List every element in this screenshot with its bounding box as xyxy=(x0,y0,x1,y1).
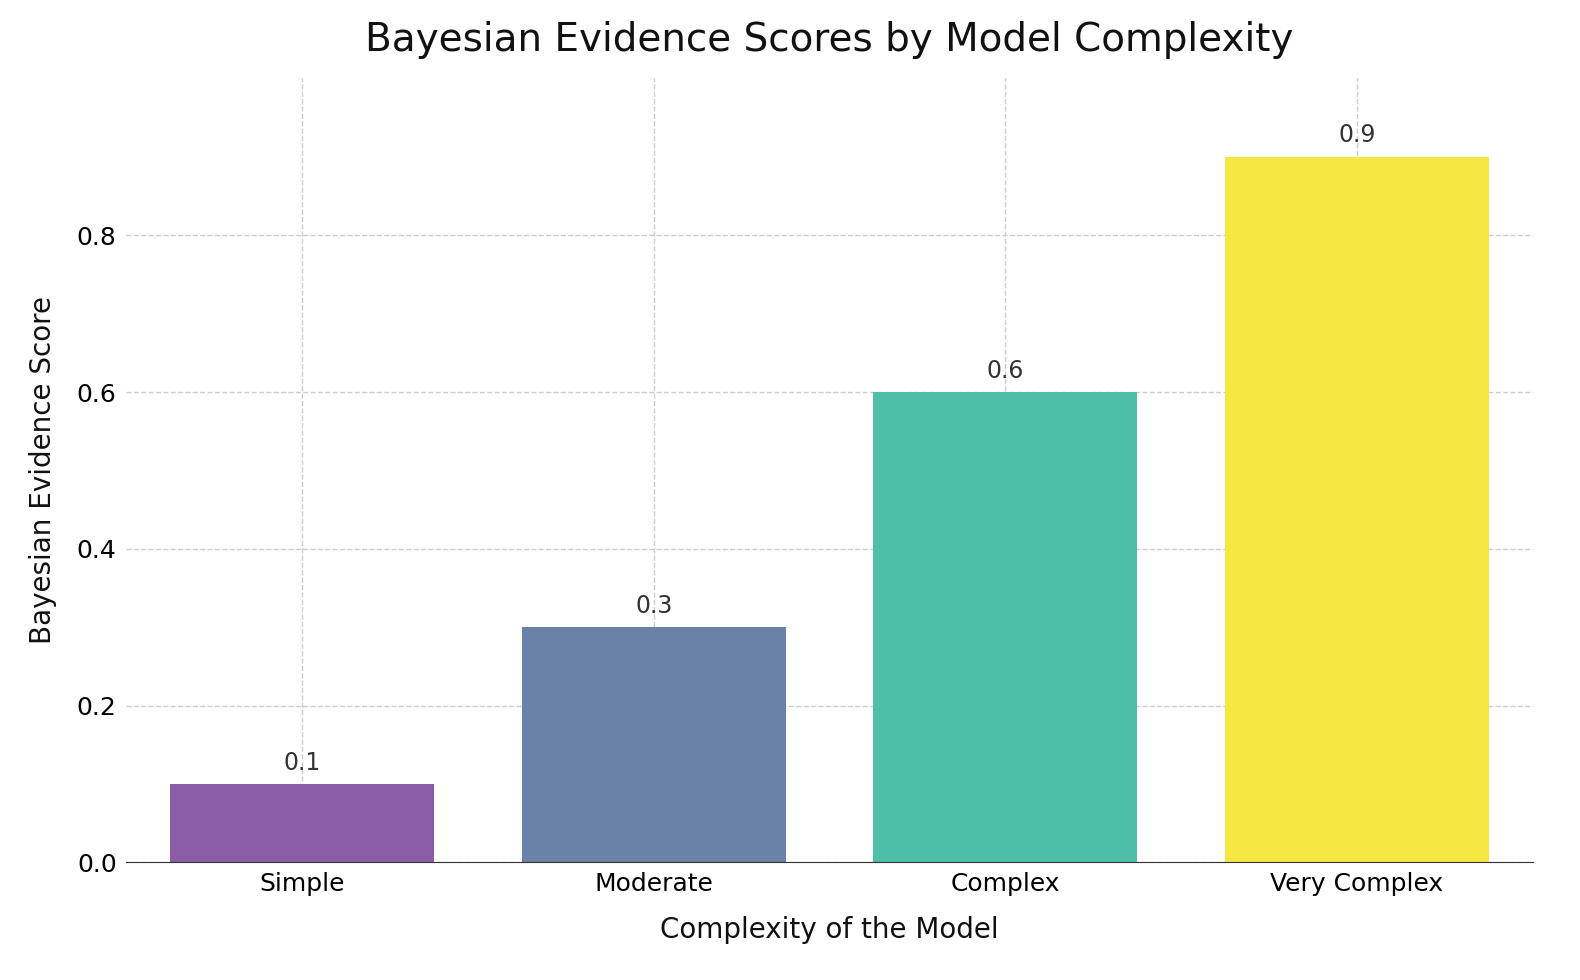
Bar xyxy=(1224,157,1488,862)
Bar xyxy=(521,627,785,862)
Y-axis label: Bayesian Evidence Score: Bayesian Evidence Score xyxy=(30,296,57,645)
Text: 0.6: 0.6 xyxy=(986,359,1024,382)
Bar xyxy=(874,392,1138,862)
Text: 0.9: 0.9 xyxy=(1338,123,1376,147)
Title: Bayesian Evidence Scores by Model Complexity: Bayesian Evidence Scores by Model Comple… xyxy=(365,21,1294,59)
X-axis label: Complexity of the Model: Complexity of the Model xyxy=(660,915,999,944)
Bar xyxy=(171,784,435,862)
Text: 0.1: 0.1 xyxy=(283,751,321,774)
Text: 0.3: 0.3 xyxy=(635,594,673,617)
